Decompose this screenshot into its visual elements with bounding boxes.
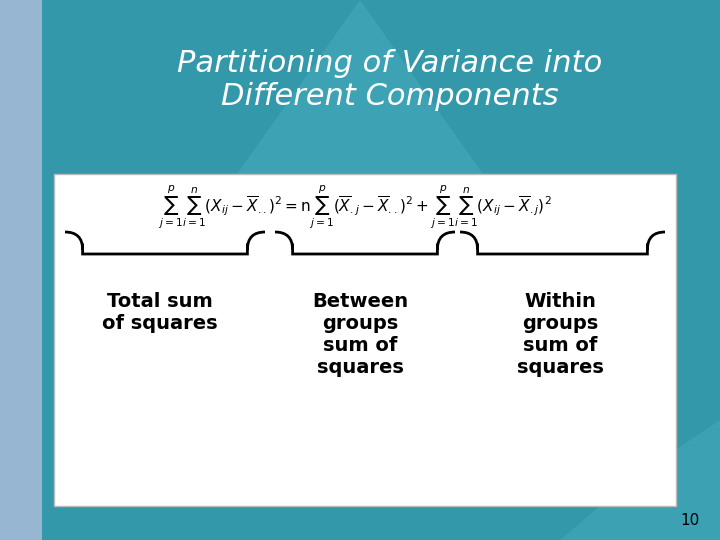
Text: $\sum_{j=1}^{p}\sum_{i=1}^{n}(X_{ij}-\overline{X}_{..})^{2}= \mathrm{n}\sum_{j=1: $\sum_{j=1}^{p}\sum_{i=1}^{n}(X_{ij}-\ov… — [158, 183, 552, 231]
Text: Total sum
of squares: Total sum of squares — [102, 292, 218, 333]
Polygon shape — [280, 365, 440, 460]
Polygon shape — [560, 420, 720, 540]
Text: Within
groups
sum of
squares: Within groups sum of squares — [516, 292, 603, 377]
Text: Between
groups
sum of
squares: Between groups sum of squares — [312, 292, 408, 377]
Text: Partitioning of Variance into
Different Components: Partitioning of Variance into Different … — [177, 49, 603, 111]
FancyBboxPatch shape — [54, 174, 676, 506]
Polygon shape — [0, 0, 42, 540]
Text: 10: 10 — [680, 513, 700, 528]
Polygon shape — [120, 0, 600, 340]
